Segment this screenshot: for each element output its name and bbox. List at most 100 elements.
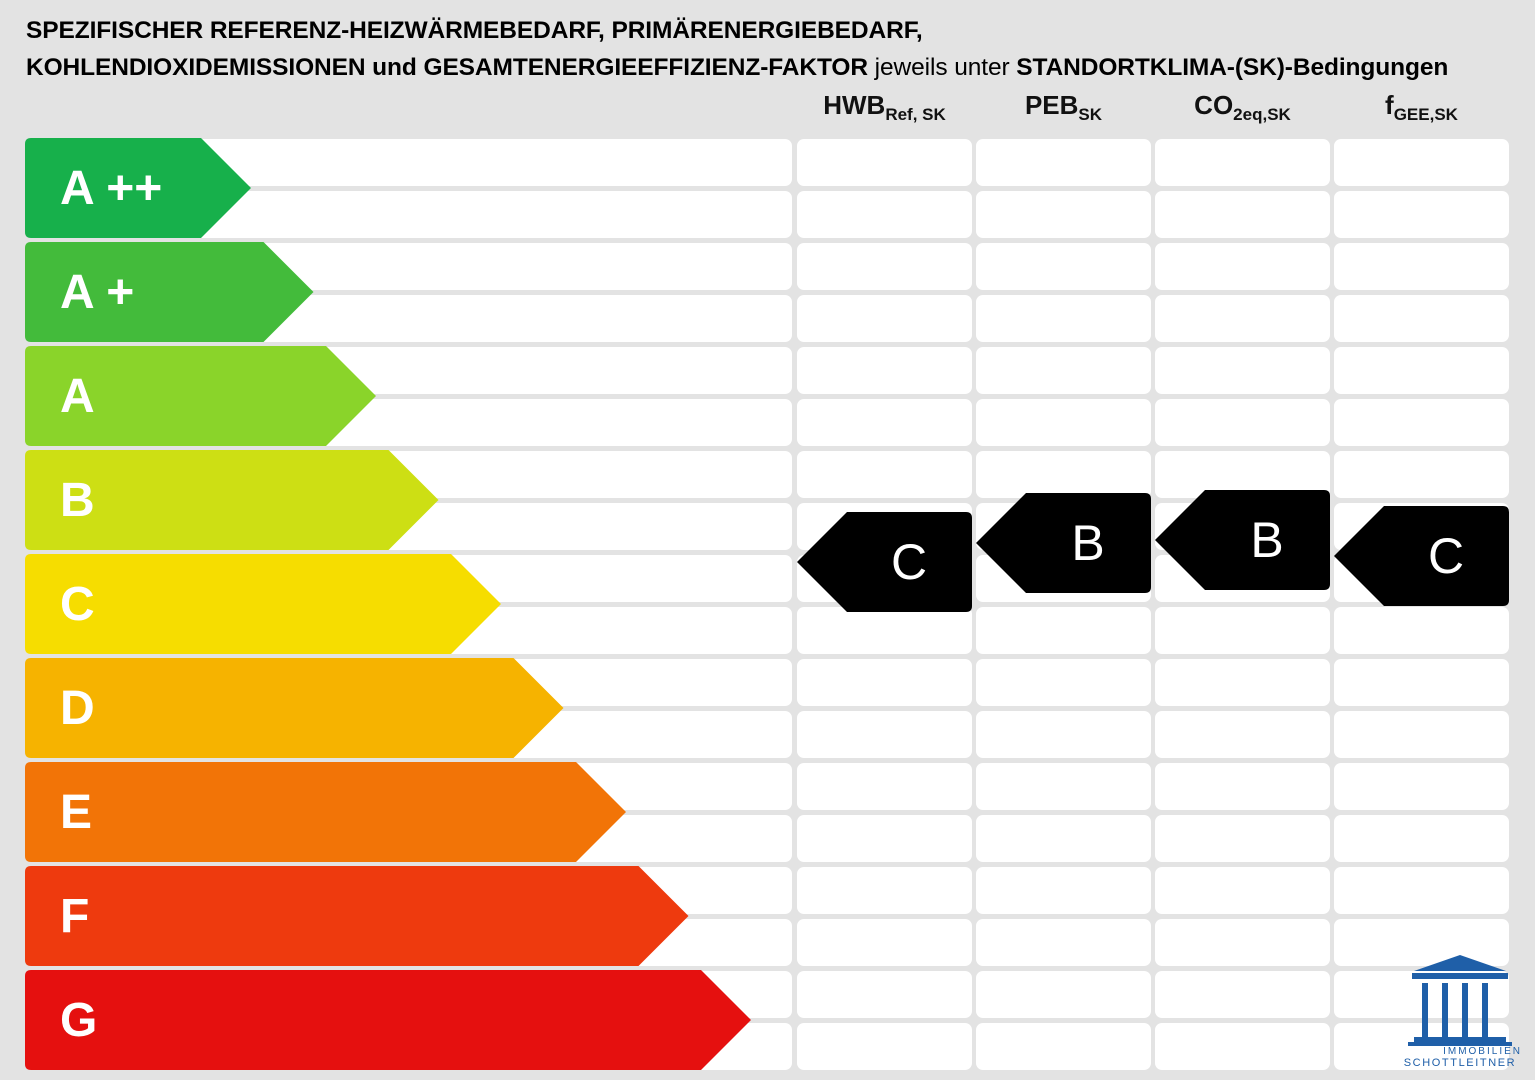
grid-cell (797, 711, 972, 758)
grid-cell (1334, 347, 1509, 394)
energy-class-band-2 (25, 242, 314, 342)
grid-cell (797, 607, 972, 654)
energy-class-band-3 (25, 346, 376, 446)
column-header-main: f (1385, 90, 1394, 120)
grid-cell (1155, 971, 1330, 1018)
grid-cell (1155, 919, 1330, 966)
column-header-fgee: fGEE,SK (1334, 90, 1509, 130)
grid-cell (976, 711, 1151, 758)
grid-cell (1334, 815, 1509, 862)
energy-class-label: E (60, 786, 93, 839)
grid-cell (1155, 659, 1330, 706)
logo-text-immobilien: IMMOBILIEN (1443, 1046, 1522, 1057)
energy-class-label: B (60, 474, 95, 527)
grid-cell (797, 1023, 972, 1070)
grid-cell (976, 191, 1151, 238)
grid-cell (797, 867, 972, 914)
grid-cell (1155, 867, 1330, 914)
grid-cell (1334, 919, 1509, 966)
energy-class-label: A (60, 370, 95, 423)
grid-cell (1334, 659, 1509, 706)
energy-class-band-6 (25, 658, 564, 758)
grid-cell (976, 919, 1151, 966)
grid-cell (797, 815, 972, 862)
energy-class-label: A + (60, 266, 135, 319)
energy-class-band-8 (25, 866, 689, 966)
title-normal-part: jeweils unter (867, 54, 1017, 81)
energy-class-label: F (60, 890, 90, 943)
grid-cell (1334, 451, 1509, 498)
grid-cell (1334, 139, 1509, 186)
grid-cell (976, 295, 1151, 342)
grid-cell (797, 971, 972, 1018)
grid-cell (1155, 399, 1330, 446)
building-logo-icon (1408, 955, 1512, 1046)
grid-cell (1334, 867, 1509, 914)
grid-cell (976, 763, 1151, 810)
grid-cell (1155, 815, 1330, 862)
rating-marker-co2 (1155, 490, 1330, 590)
grid-cell (976, 815, 1151, 862)
grid-cell (1334, 607, 1509, 654)
column-header-subscript: Ref, SK (885, 105, 946, 124)
grid-cell (1334, 399, 1509, 446)
grid-cell (797, 659, 972, 706)
grid-cell (1155, 243, 1330, 290)
column-header-main: PEB (1024, 90, 1079, 120)
energy-class-band-1 (25, 138, 251, 238)
chart-title-line-2: KOHLENDIOXIDEMISSIONEN und GESAMTENERGIE… (26, 50, 1448, 86)
grid-cell (1334, 763, 1509, 810)
rating-marker-label: C (890, 534, 928, 590)
column-header-main: HWB (823, 90, 886, 120)
rating-marker-fgee (1334, 506, 1509, 606)
column-header-hwb: HWBRef, SK (797, 90, 972, 130)
grid-cell (797, 139, 972, 186)
grid-cell (1155, 295, 1330, 342)
energy-class-band-5 (25, 554, 501, 654)
energy-class-label: D (60, 682, 95, 735)
grid-cell (1334, 711, 1509, 758)
grid-cell (1334, 243, 1509, 290)
grid-cell (797, 399, 972, 446)
grid-cell (976, 451, 1151, 498)
rating-marker-peb (976, 493, 1151, 593)
column-header-main: CO (1194, 90, 1234, 120)
column-header-peb: PEBSK (976, 90, 1151, 130)
grid-cell (1155, 191, 1330, 238)
column-header-subscript: GEE,SK (1393, 105, 1458, 124)
grid-cell (976, 971, 1151, 1018)
grid-cell (976, 1023, 1151, 1070)
grid-cell (797, 919, 972, 966)
energy-class-band-4 (25, 450, 439, 550)
grid-cell (976, 399, 1151, 446)
grid-cell (1155, 711, 1330, 758)
column-header-co2: CO2eq,SK (1155, 90, 1330, 130)
rating-marker-label: B (1071, 515, 1105, 571)
energy-class-label: A ++ (60, 162, 163, 215)
grid-cell (797, 763, 972, 810)
grid-cell (1334, 295, 1509, 342)
grid-cell (1155, 607, 1330, 654)
energy-class-label: C (60, 578, 95, 631)
grid-cell (1155, 1023, 1330, 1070)
logo-text-schottleitner: SCHOTTLEITNER (1403, 1057, 1517, 1069)
grid-cell (976, 139, 1151, 186)
title-bold-part-2: STANDORTKLIMA-(SK)-Bedingungen (1016, 54, 1449, 81)
title-bold-part-1: KOHLENDIOXIDEMISSIONEN und GESAMTENERGIE… (26, 54, 868, 81)
grid-cell (1155, 139, 1330, 186)
grid-cell (976, 243, 1151, 290)
grid-cell (976, 607, 1151, 654)
grid-cell (797, 347, 972, 394)
energy-class-band-7 (25, 762, 626, 862)
grid-cell (797, 243, 972, 290)
grid-cell (797, 191, 972, 238)
grid-cell (1334, 191, 1509, 238)
grid-cell (1155, 347, 1330, 394)
column-header-subscript: 2eq,SK (1233, 105, 1291, 124)
column-header-subscript: SK (1078, 105, 1103, 124)
grid-cell (797, 451, 972, 498)
energy-class-label: G (60, 994, 98, 1047)
chart-title-line-1: SPEZIFISCHER REFERENZ-HEIZWÄRMEBEDARF, P… (26, 17, 923, 44)
rating-marker-label: B (1250, 512, 1284, 568)
grid-cell (1155, 763, 1330, 810)
